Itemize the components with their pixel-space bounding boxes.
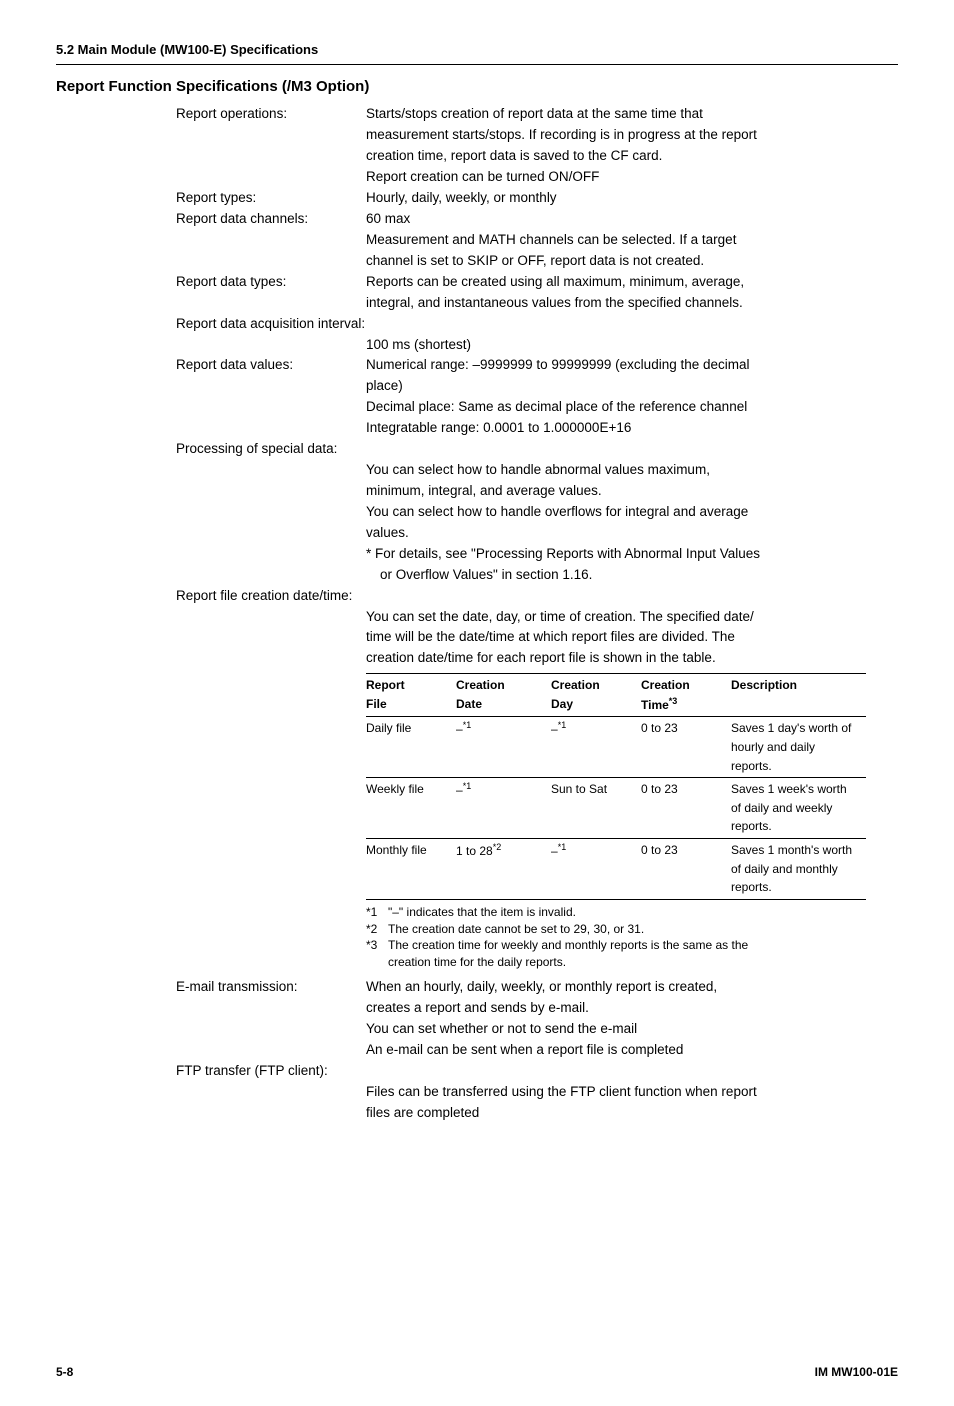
label-processing: Processing of special data: bbox=[176, 439, 337, 460]
cell: Saves 1 day's worth of hourly and daily … bbox=[731, 717, 866, 778]
val-email-4: An e-mail can be sent when a report file… bbox=[176, 1040, 898, 1061]
table-row: Monthly file 1 to 28*2 –*1 0 to 23 Saves… bbox=[366, 839, 866, 900]
cell: –*1 bbox=[551, 717, 641, 778]
val-data-values-1: Numerical range: –9999999 to 99999999 (e… bbox=[366, 355, 898, 376]
val-processing-6: or Overflow Values" in section 1.16. bbox=[176, 565, 898, 586]
label-acq-interval: Report data acquisition interval: bbox=[176, 314, 365, 335]
note-num: *1 bbox=[366, 904, 388, 921]
cell: –*1 bbox=[551, 839, 641, 900]
th-creation-time: CreationTime*3 bbox=[641, 674, 731, 717]
cell: –*1 bbox=[456, 717, 551, 778]
val-report-ops-2: measurement starts/stops. If recording i… bbox=[176, 125, 898, 146]
creation-table: ReportFile CreationDate CreationDay Crea… bbox=[176, 673, 898, 900]
cell: Saves 1 month's worth of daily and month… bbox=[731, 839, 866, 900]
val-email-1: When an hourly, daily, weekly, or monthl… bbox=[366, 977, 898, 998]
note-num: *3 bbox=[366, 937, 388, 971]
cell: Daily file bbox=[366, 717, 456, 778]
label-report-ops: Report operations: bbox=[176, 104, 366, 125]
label-email: E-mail transmission: bbox=[176, 977, 366, 998]
note-text: The creation time for weekly and monthly… bbox=[388, 937, 898, 971]
val-report-ch-2: Measurement and MATH channels can be sel… bbox=[176, 230, 898, 251]
val-processing-1: You can select how to handle abnormal va… bbox=[176, 460, 898, 481]
section-title: Report Function Specifications (/M3 Opti… bbox=[56, 75, 898, 98]
th-creation-day: CreationDay bbox=[551, 674, 641, 717]
table-notes: *1 "–" indicates that the item is invali… bbox=[176, 904, 898, 971]
val-email-2: creates a report and sends by e-mail. bbox=[176, 998, 898, 1019]
cell: 0 to 23 bbox=[641, 717, 731, 778]
val-data-types-1: Reports can be created using all maximum… bbox=[366, 272, 898, 293]
cell: Sun to Sat bbox=[551, 778, 641, 839]
th-description: Description bbox=[731, 674, 866, 717]
th-report-file: ReportFile bbox=[366, 674, 456, 717]
note-text: The creation date cannot be set to 29, 3… bbox=[388, 921, 898, 938]
section-header: 5.2 Main Module (MW100-E) Specifications bbox=[56, 40, 898, 60]
val-processing-2: minimum, integral, and average values. bbox=[176, 481, 898, 502]
val-report-ch-3: channel is set to SKIP or OFF, report da… bbox=[176, 251, 898, 272]
cell: Saves 1 week's worth of daily and weekly… bbox=[731, 778, 866, 839]
label-report-types: Report types: bbox=[176, 188, 366, 209]
content-block: Report operations: Starts/stops creation… bbox=[56, 104, 898, 1123]
val-ftp-1: Files can be transferred using the FTP c… bbox=[176, 1082, 898, 1103]
val-report-ch: 60 max bbox=[366, 209, 898, 230]
val-data-values-2: place) bbox=[176, 376, 898, 397]
val-report-ops-3: creation time, report data is saved to t… bbox=[176, 146, 898, 167]
val-acq-interval: 100 ms (shortest) bbox=[176, 335, 898, 356]
val-email-3: You can set whether or not to send the e… bbox=[176, 1019, 898, 1040]
doc-code: IM MW100-01E bbox=[815, 1363, 898, 1382]
cell: 0 to 23 bbox=[641, 839, 731, 900]
cell: 1 to 28*2 bbox=[456, 839, 551, 900]
val-report-ops-1: Starts/stops creation of report data at … bbox=[366, 104, 898, 125]
th-creation-date: CreationDate bbox=[456, 674, 551, 717]
val-ftp-2: files are completed bbox=[176, 1103, 898, 1124]
val-processing-5: * For details, see "Processing Reports w… bbox=[176, 544, 898, 565]
val-file-creation-2: time will be the date/time at which repo… bbox=[176, 627, 898, 648]
note-text: "–" indicates that the item is invalid. bbox=[388, 904, 898, 921]
page-footer: 5-8 IM MW100-01E bbox=[56, 1363, 898, 1382]
val-data-values-3: Decimal place: Same as decimal place of … bbox=[176, 397, 898, 418]
note-num: *2 bbox=[366, 921, 388, 938]
val-file-creation-1: You can set the date, day, or time of cr… bbox=[176, 607, 898, 628]
label-data-types: Report data types: bbox=[176, 272, 366, 293]
table-row: Weekly file –*1 Sun to Sat 0 to 23 Saves… bbox=[366, 778, 866, 839]
val-data-types-2: integral, and instantaneous values from … bbox=[176, 293, 898, 314]
page-number: 5-8 bbox=[56, 1363, 73, 1382]
val-report-types: Hourly, daily, weekly, or monthly bbox=[366, 188, 898, 209]
label-ftp: FTP transfer (FTP client): bbox=[176, 1061, 328, 1082]
val-processing-3: You can select how to handle overflows f… bbox=[176, 502, 898, 523]
divider-line bbox=[56, 64, 898, 65]
val-processing-4: values. bbox=[176, 523, 898, 544]
label-report-ch: Report data channels: bbox=[176, 209, 366, 230]
table-row: Daily file –*1 –*1 0 to 23 Saves 1 day's… bbox=[366, 717, 866, 778]
cell: Weekly file bbox=[366, 778, 456, 839]
label-data-values: Report data values: bbox=[176, 355, 366, 376]
val-report-ops-4: Report creation can be turned ON/OFF bbox=[176, 167, 898, 188]
val-data-values-4: Integratable range: 0.0001 to 1.000000E+… bbox=[176, 418, 898, 439]
cell: Monthly file bbox=[366, 839, 456, 900]
val-file-creation-3: creation date/time for each report file … bbox=[176, 648, 898, 669]
cell: 0 to 23 bbox=[641, 778, 731, 839]
cell: –*1 bbox=[456, 778, 551, 839]
label-file-creation: Report file creation date/time: bbox=[176, 586, 352, 607]
